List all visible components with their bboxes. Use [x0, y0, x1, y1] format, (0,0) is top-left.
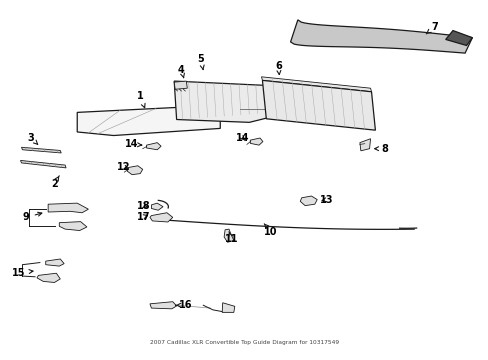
Polygon shape: [150, 213, 172, 222]
Polygon shape: [224, 229, 233, 242]
Polygon shape: [300, 196, 317, 206]
Text: 2: 2: [51, 176, 59, 189]
Polygon shape: [20, 161, 66, 168]
Polygon shape: [77, 105, 220, 135]
Text: 1: 1: [137, 91, 145, 108]
Polygon shape: [222, 303, 234, 312]
Polygon shape: [150, 302, 176, 309]
Text: 16: 16: [176, 300, 192, 310]
Polygon shape: [250, 138, 263, 145]
Polygon shape: [151, 203, 163, 210]
Polygon shape: [174, 81, 187, 89]
Text: 4: 4: [178, 65, 184, 78]
Text: 2007 Cadillac XLR Convertible Top Guide Diagram for 10317549: 2007 Cadillac XLR Convertible Top Guide …: [150, 341, 338, 346]
Polygon shape: [59, 222, 87, 230]
Polygon shape: [445, 31, 471, 45]
Text: 13: 13: [320, 194, 333, 204]
Text: 8: 8: [374, 144, 388, 154]
Polygon shape: [359, 139, 370, 151]
Polygon shape: [261, 77, 371, 92]
Text: 15: 15: [12, 267, 33, 278]
Text: 5: 5: [197, 54, 204, 70]
Text: 17: 17: [137, 212, 150, 222]
Polygon shape: [174, 81, 296, 122]
Polygon shape: [37, 273, 60, 283]
Text: 7: 7: [426, 22, 437, 34]
Text: 11: 11: [224, 231, 238, 244]
Text: 10: 10: [264, 224, 277, 237]
Text: 3: 3: [28, 133, 38, 144]
Text: 12: 12: [116, 162, 130, 172]
Text: 6: 6: [275, 61, 281, 75]
Text: 14: 14: [125, 139, 142, 149]
Text: 9: 9: [23, 212, 42, 222]
Polygon shape: [21, 147, 61, 153]
Polygon shape: [146, 143, 161, 150]
Polygon shape: [48, 203, 88, 213]
Text: 18: 18: [137, 201, 150, 211]
Polygon shape: [45, 259, 64, 266]
Polygon shape: [127, 166, 142, 175]
Polygon shape: [262, 80, 375, 130]
Text: 14: 14: [236, 133, 249, 143]
Polygon shape: [290, 20, 471, 53]
